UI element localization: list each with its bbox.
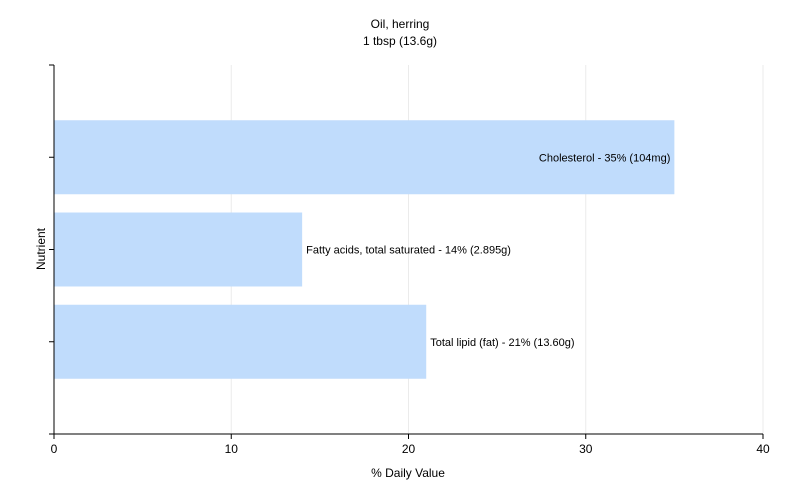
bar (54, 120, 675, 195)
chart-subtitle: 1 tbsp (13.6g) (363, 34, 437, 48)
bar-label: Total lipid (fat) - 21% (13.60g) (430, 337, 574, 349)
chart-title: Oil, herring (371, 17, 430, 31)
x-axis-title: % Daily Value (371, 466, 445, 480)
bar-labels: Cholesterol - 35% (104mg) Fatty acids, to… (306, 152, 670, 349)
x-tick-label: 30 (579, 442, 593, 456)
axes: 0 10 20 30 40 (49, 64, 770, 456)
bar (54, 304, 427, 379)
x-tick-label: 0 (51, 442, 58, 456)
bars (54, 120, 675, 379)
bar-label: Fatty acids, total saturated - 14% (2.89… (306, 245, 511, 257)
bar-label: Cholesterol - 35% (104mg) (539, 152, 670, 164)
x-tick-label: 40 (756, 442, 770, 456)
x-tick-label: 10 (225, 442, 239, 456)
x-tick-label: 20 (402, 442, 416, 456)
y-axis-title: Nutrient (34, 227, 48, 270)
bar (54, 212, 303, 287)
